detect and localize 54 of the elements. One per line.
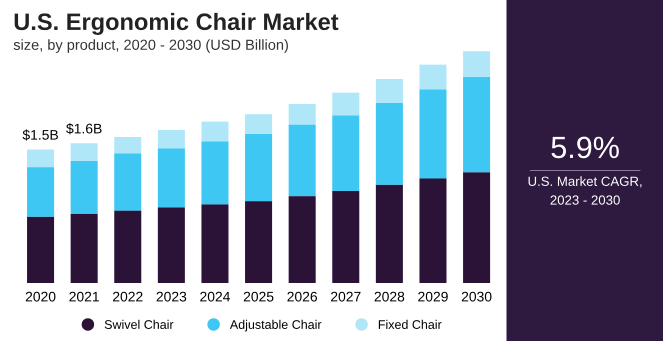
bar [27, 149, 54, 168]
bar [70, 143, 98, 161]
bar [288, 124, 316, 196]
bar [419, 178, 446, 284]
text: U.S. Market CAGR, [528, 176, 642, 188]
bar [463, 51, 490, 77]
annotation: $1.5B [22, 129, 58, 141]
x-tick-label: 2024 [200, 292, 230, 302]
bar [245, 201, 272, 284]
bar [288, 104, 316, 125]
bar [419, 89, 446, 178]
bar [158, 148, 185, 208]
bar [332, 92, 360, 116]
bar [201, 204, 228, 284]
text: 2023 - 2030 [550, 195, 620, 205]
x-tick-label: 2030 [462, 292, 492, 302]
bar [332, 115, 360, 191]
x-tick-label: 2028 [374, 292, 404, 302]
bar [419, 64, 446, 90]
chart-title: U.S. Ergonomic Chair Market [14, 12, 338, 35]
x-tick-label: 2029 [418, 292, 448, 302]
bar [288, 196, 316, 284]
bar [463, 172, 490, 284]
bar [70, 160, 98, 214]
x-tick-label: 2026 [287, 292, 318, 302]
bar [376, 102, 403, 185]
bar [201, 122, 228, 142]
bar [463, 76, 490, 172]
x-tick-label: 2025 [244, 292, 274, 302]
text: 5.9% [552, 136, 619, 158]
bar [245, 114, 272, 134]
legend-label: Fixed Chair [378, 320, 442, 329]
bar [158, 130, 185, 149]
bar [27, 167, 54, 217]
x-tick-label: 2021 [69, 292, 99, 302]
bar [70, 214, 98, 284]
chart-subtitle: size, by product, 2020 - 2030 (USD Billion) [14, 39, 288, 53]
bar [332, 190, 360, 284]
bar [201, 141, 228, 204]
bar [114, 210, 142, 284]
x-tick-label: 2027 [331, 292, 361, 302]
bar [114, 154, 142, 211]
bar [158, 207, 185, 284]
x-tick-label: 2020 [26, 292, 56, 302]
bar [245, 134, 272, 202]
legend-label: Swivel Chair [104, 320, 174, 329]
x-tick-label: 2022 [113, 292, 143, 302]
annotation: $1.6B [66, 123, 102, 134]
bar [376, 78, 403, 103]
legend-label: Adjustable Chair [230, 320, 322, 332]
x-tick-label: 2023 [156, 292, 186, 302]
bar [114, 137, 142, 154]
bar [27, 216, 54, 284]
bar [376, 184, 403, 284]
